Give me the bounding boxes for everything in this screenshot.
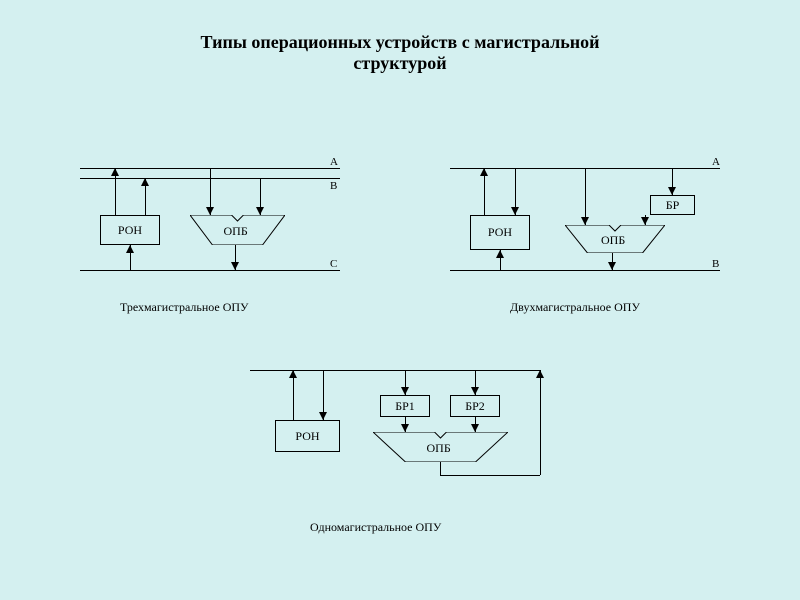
two-ron-in-a-arrow xyxy=(511,207,519,215)
two-ron: РОН xyxy=(470,215,530,250)
two-opb-label: ОПБ xyxy=(601,233,625,248)
three-opb-out-c-arrow xyxy=(231,262,239,270)
two-br-a-arrow xyxy=(668,187,676,195)
canvas: Типы операционных устройств с магистраль… xyxy=(0,0,800,600)
one-opb-out-v2 xyxy=(540,370,541,475)
three-bus-A-label: A xyxy=(330,156,338,168)
three-ron-in-c-arrow xyxy=(126,245,134,253)
one-br2-opb-arrow xyxy=(471,424,479,432)
title-line1: Типы операционных устройств с магистраль… xyxy=(130,32,670,53)
three-ron-out-a-arrow xyxy=(111,168,119,176)
two-bus-B-label: B xyxy=(712,258,719,270)
one-br1-opb-arrow xyxy=(401,424,409,432)
three-opb-label: ОПБ xyxy=(224,224,248,239)
two-ron-out-a-arrow xyxy=(480,168,488,176)
one-ron: РОН xyxy=(275,420,340,452)
two-opb-out-b-arrow xyxy=(608,262,616,270)
one-br2: БР2 xyxy=(450,395,500,417)
two-caption: Двухмагистральное ОПУ xyxy=(510,300,640,315)
three-opb-in-b-arrow xyxy=(256,207,264,215)
two-opb-in-l-arrow xyxy=(581,217,589,225)
one-opb-out-v1 xyxy=(440,462,441,475)
one-br1-in-arrow xyxy=(401,387,409,395)
two-opb-in-r-arrow xyxy=(641,217,649,225)
three-bus-C-label: C xyxy=(330,258,337,270)
one-opb-out-arrow xyxy=(536,370,544,378)
title-line2: структурой xyxy=(130,53,670,74)
one-opb-out-h xyxy=(440,475,540,476)
two-br: БР xyxy=(650,195,695,215)
page-title: Типы операционных устройств с магистраль… xyxy=(130,32,670,74)
three-caption: Трехмагистральное ОПУ xyxy=(120,300,249,315)
three-bus-C xyxy=(80,270,340,271)
two-bus-A-label: A xyxy=(712,156,720,168)
three-opb-in-a-arrow xyxy=(206,207,214,215)
two-bus-B xyxy=(450,270,720,271)
three-ron-out-b-arrow xyxy=(141,178,149,186)
one-br1: БР1 xyxy=(380,395,430,417)
three-ron: РОН xyxy=(100,215,160,245)
one-opb-label: ОПБ xyxy=(427,441,451,456)
two-ron-in-b-arrow xyxy=(496,250,504,258)
one-caption: Одномагистральное ОПУ xyxy=(310,520,441,535)
one-ron-in-arrow xyxy=(319,412,327,420)
one-br2-in-arrow xyxy=(471,387,479,395)
one-ron-out-arrow xyxy=(289,370,297,378)
three-bus-B-label: B xyxy=(330,180,337,192)
